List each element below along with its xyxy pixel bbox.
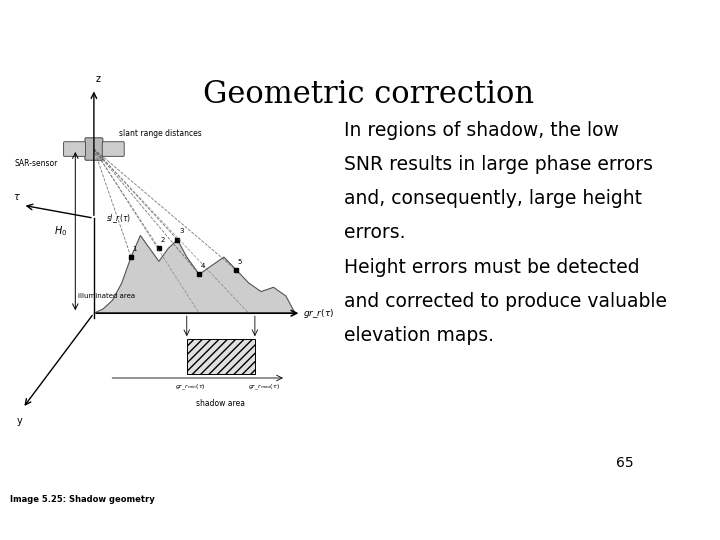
Text: $\tau$: $\tau$ xyxy=(14,192,22,201)
Text: errors.: errors. xyxy=(344,223,405,242)
Text: $gr\_r(\tau)$: $gr\_r(\tau)$ xyxy=(303,307,334,320)
Text: 3: 3 xyxy=(179,228,184,234)
Bar xyxy=(186,339,255,374)
FancyBboxPatch shape xyxy=(63,141,86,157)
Text: $H_0$: $H_0$ xyxy=(53,224,67,238)
Polygon shape xyxy=(94,235,295,313)
Text: shadow area: shadow area xyxy=(197,399,246,408)
Text: 1: 1 xyxy=(132,246,137,252)
Text: $gr\_r_{min}(\tau)$: $gr\_r_{min}(\tau)$ xyxy=(174,383,205,393)
Text: 2: 2 xyxy=(161,237,165,243)
Text: z: z xyxy=(96,74,100,84)
Text: Image 5.25: Shadow geometry: Image 5.25: Shadow geometry xyxy=(10,495,155,504)
Text: and, consequently, large height: and, consequently, large height xyxy=(344,189,642,208)
Text: y: y xyxy=(17,416,22,426)
Text: illuminated area: illuminated area xyxy=(78,293,135,299)
Text: $gr\_r_{max}(\tau)$: $gr\_r_{max}(\tau)$ xyxy=(248,383,280,393)
Text: Geometric correction: Geometric correction xyxy=(204,79,534,110)
Text: 4: 4 xyxy=(201,263,205,269)
Text: 65: 65 xyxy=(616,456,634,470)
FancyBboxPatch shape xyxy=(85,138,103,160)
Text: 5: 5 xyxy=(238,259,242,265)
Text: $sl\_r(\tau)$: $sl\_r(\tau)$ xyxy=(107,212,131,225)
Text: and corrected to produce valuable: and corrected to produce valuable xyxy=(344,292,667,311)
Text: SNR results in large phase errors: SNR results in large phase errors xyxy=(344,155,653,174)
Text: Height errors must be detected: Height errors must be detected xyxy=(344,258,639,277)
Text: slant range distances: slant range distances xyxy=(119,129,202,138)
Text: In regions of shadow, the low: In regions of shadow, the low xyxy=(344,121,618,140)
Text: SAR-sensor: SAR-sensor xyxy=(15,159,58,168)
Text: elevation maps.: elevation maps. xyxy=(344,326,494,346)
FancyBboxPatch shape xyxy=(102,141,125,157)
